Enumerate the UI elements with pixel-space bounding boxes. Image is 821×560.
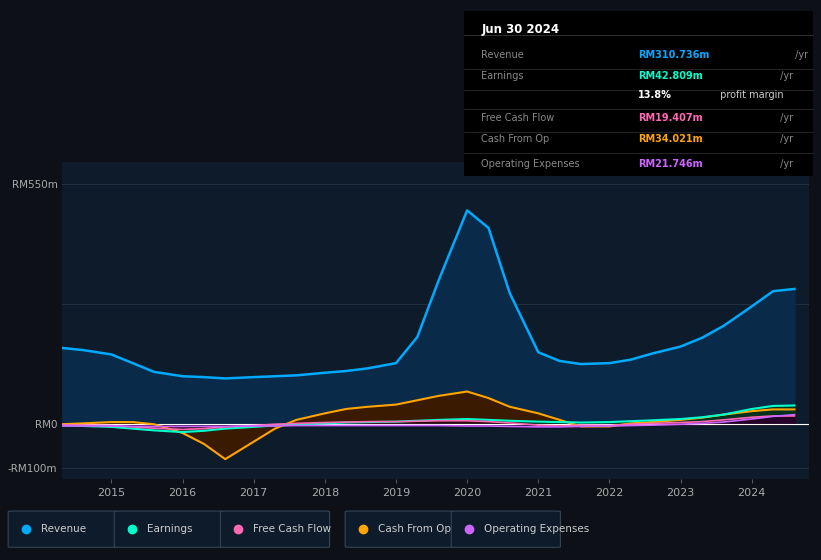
Text: 13.8%: 13.8% [639,90,672,100]
Text: Cash From Op: Cash From Op [481,134,549,144]
Text: RM21.746m: RM21.746m [639,159,703,169]
Text: Cash From Op: Cash From Op [378,524,452,534]
Text: RM19.407m: RM19.407m [639,113,703,123]
Text: /yr: /yr [777,134,793,144]
FancyBboxPatch shape [452,511,561,547]
FancyBboxPatch shape [8,511,117,547]
FancyBboxPatch shape [220,511,329,547]
FancyBboxPatch shape [345,511,454,547]
Text: profit margin: profit margin [717,90,783,100]
Text: Earnings: Earnings [481,72,524,82]
Text: /yr: /yr [777,72,793,82]
Text: /yr: /yr [777,113,793,123]
Text: Free Cash Flow: Free Cash Flow [481,113,554,123]
Text: /yr: /yr [777,159,793,169]
Text: Operating Expenses: Operating Expenses [481,159,580,169]
Text: /yr: /yr [791,50,808,60]
Text: RM42.809m: RM42.809m [639,72,703,82]
Text: Operating Expenses: Operating Expenses [484,524,589,534]
Text: Jun 30 2024: Jun 30 2024 [481,23,559,36]
Text: Revenue: Revenue [481,50,524,60]
FancyBboxPatch shape [114,511,223,547]
Text: RM310.736m: RM310.736m [639,50,709,60]
Text: RM34.021m: RM34.021m [639,134,703,144]
Text: Free Cash Flow: Free Cash Flow [254,524,332,534]
Text: Earnings: Earnings [147,524,193,534]
Text: Revenue: Revenue [41,524,86,534]
